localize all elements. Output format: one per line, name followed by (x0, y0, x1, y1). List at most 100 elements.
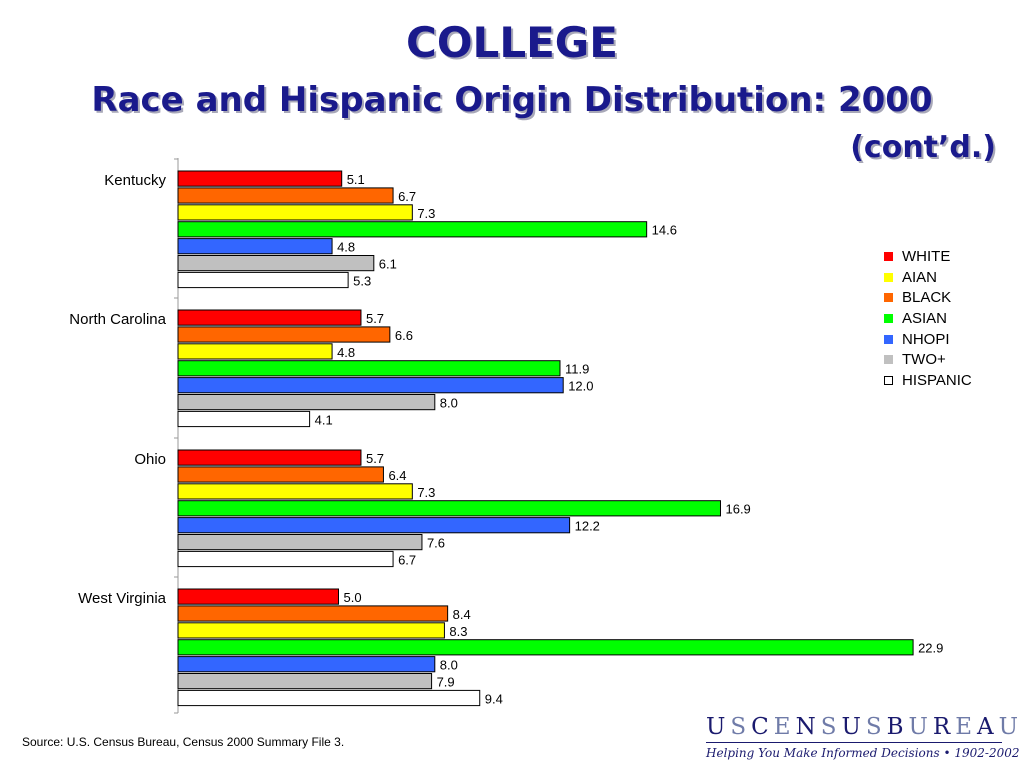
data-label: 6.4 (388, 468, 406, 483)
bar-nhopi-kentucky (177, 238, 333, 255)
logo-wordmark: USCENSUSBUREAU (706, 714, 1018, 740)
legend-swatch (884, 272, 893, 282)
bar-aian-kentucky (177, 204, 413, 221)
data-label: 16.9 (725, 502, 750, 517)
data-label: 6.6 (395, 328, 413, 343)
legend-item-white: WHITE (884, 246, 972, 267)
legend-item-two: TWO+ (884, 349, 972, 370)
legend-label: HISPANIC (902, 371, 972, 389)
logo-letter: U (841, 714, 866, 740)
bar-two-north-carolina (177, 394, 436, 411)
bar-aian-west-virginia (177, 622, 445, 639)
bar-black-ohio (177, 466, 384, 483)
data-label: 5.1 (347, 172, 365, 187)
data-label: 7.3 (417, 485, 435, 500)
bar-nhopi-north-carolina (177, 377, 564, 394)
bar-hispanic-ohio (177, 550, 394, 568)
data-label: 6.1 (379, 257, 397, 272)
data-label: 22.9 (918, 641, 943, 656)
data-label: 7.9 (437, 675, 455, 690)
bar-nhopi-west-virginia (177, 656, 436, 673)
logo-letter: B (886, 714, 909, 740)
data-label: 4.1 (315, 412, 333, 427)
logo-letter: U (998, 714, 1024, 740)
bar-white-west-virginia (177, 588, 339, 605)
category-label: Kentucky (104, 172, 166, 189)
legend-swatch (884, 293, 893, 303)
bar-hispanic-west-virginia (177, 689, 481, 707)
chart-title: COLLEGE (406, 18, 618, 67)
bar-two-west-virginia (177, 673, 433, 690)
legend-label: AIAN (902, 268, 938, 286)
category-label: Ohio (134, 451, 166, 468)
logo-letter: C (751, 714, 774, 740)
legend-item-black: BLACK (884, 287, 972, 308)
legend-label: ASIAN (902, 309, 948, 327)
data-label: 9.4 (485, 691, 503, 706)
legend-item-aian: AIAN (884, 267, 972, 288)
legend-item-nhopi: NHOPI (884, 329, 972, 350)
legend-swatch (884, 334, 893, 344)
bar-asian-ohio (177, 500, 721, 517)
logo-letter: U (908, 714, 933, 740)
legend-swatch (884, 355, 893, 365)
category-label: West Virginia (78, 590, 166, 607)
data-label: 8.0 (440, 658, 458, 673)
legend-label: BLACK (902, 289, 952, 307)
bar-asian-kentucky (177, 221, 648, 238)
legend-swatch (884, 251, 893, 261)
bar-hispanic-kentucky (177, 271, 349, 289)
bar-asian-north-carolina (177, 360, 561, 377)
bar-white-north-carolina (177, 309, 362, 326)
legend-label: NHOPI (902, 330, 950, 348)
logo-letter: S (730, 714, 752, 740)
logo-letter: R (932, 714, 956, 740)
chart-continued-note: (cont’d.) (850, 130, 996, 165)
legend-label: WHITE (902, 247, 951, 265)
bar-two-ohio (177, 534, 423, 551)
data-label: 5.7 (366, 311, 384, 326)
logo-tagline: Helping You Make Informed Decisions • 19… (706, 746, 1020, 760)
bar-hispanic-north-carolina (177, 410, 311, 428)
legend-label: TWO+ (902, 351, 946, 369)
data-label: 5.3 (353, 273, 371, 288)
data-label: 12.0 (568, 379, 593, 394)
logo-letter: S (865, 714, 887, 740)
legend-swatch (884, 375, 893, 385)
bar-black-north-carolina (177, 326, 391, 343)
data-label: 8.4 (453, 607, 471, 622)
data-label: 5.0 (344, 590, 362, 605)
legend-item-asian: ASIAN (884, 308, 972, 329)
bar-two-kentucky (177, 255, 375, 272)
logo-letter: E (773, 714, 796, 740)
logo-letter: N (795, 714, 821, 740)
bar-white-ohio (177, 449, 362, 466)
chart-subtitle: Race and Hispanic Origin Distribution: 2… (91, 80, 933, 120)
logo-letter: S (820, 714, 842, 740)
data-label: 5.7 (366, 451, 384, 466)
data-label: 8.0 (440, 396, 458, 411)
census-bureau-logo: USCENSUSBUREAU Helping You Make Informed… (706, 714, 1020, 760)
category-label: North Carolina (69, 311, 166, 328)
bar-asian-west-virginia (177, 639, 914, 656)
chart-legend: WHITE AIAN BLACK ASIAN NHOPI TWO+ HISPANIC (884, 246, 972, 391)
logo-letter: U (706, 714, 731, 740)
data-label: 14.6 (652, 223, 677, 238)
bar-aian-ohio (177, 483, 413, 500)
bar-white-kentucky (177, 170, 343, 187)
data-label: 4.8 (337, 345, 355, 360)
bar-black-west-virginia (177, 605, 449, 622)
legend-item-hispanic: HISPANIC (884, 370, 972, 391)
data-label: 11.9 (565, 362, 589, 377)
data-label: 8.3 (449, 624, 467, 639)
bar-black-kentucky (177, 187, 394, 204)
legend-swatch (884, 313, 893, 323)
data-label: 4.8 (337, 240, 355, 255)
bar-nhopi-ohio (177, 517, 571, 534)
logo-letter: A (977, 714, 999, 740)
data-label: 7.3 (417, 206, 435, 221)
logo-letter: E (955, 714, 978, 740)
logo-divider (706, 742, 1002, 743)
bar-aian-north-carolina (177, 343, 333, 360)
